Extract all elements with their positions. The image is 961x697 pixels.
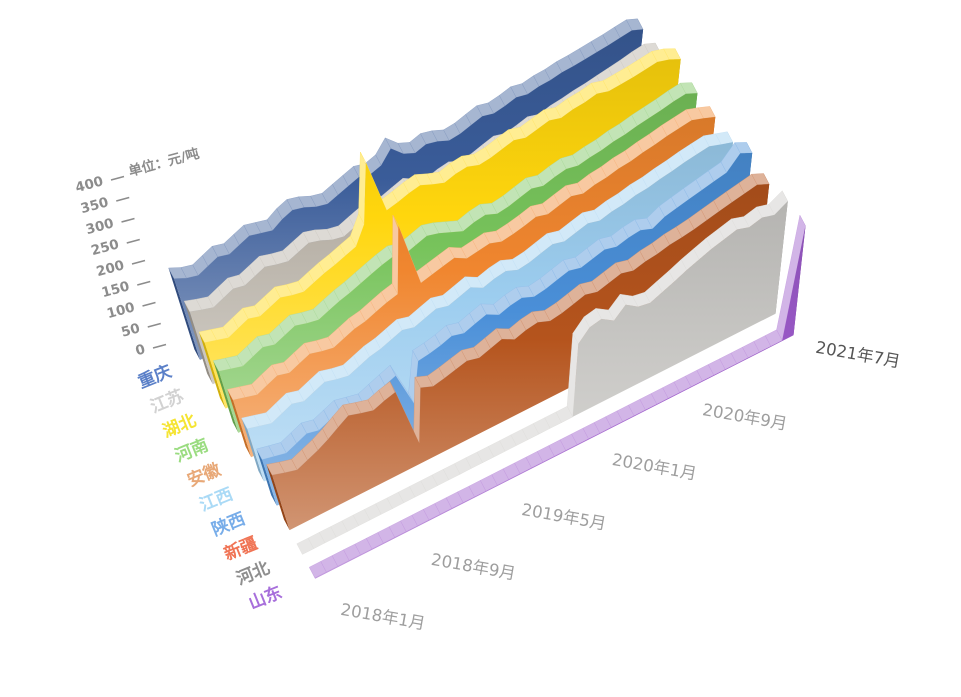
series-label-重庆[interactable]: 重庆 xyxy=(135,361,174,393)
y-axis-tick-mark xyxy=(152,343,167,349)
y-axis-tick-250: 250 xyxy=(89,236,120,259)
ridge-left-face xyxy=(241,418,264,482)
ridge-left-face xyxy=(266,464,290,531)
x-axis-label-5: 2021年7月 xyxy=(814,338,902,372)
y-axis-tick-0: 0 xyxy=(134,341,147,359)
series-label-江苏[interactable]: 江苏 xyxy=(147,385,186,417)
series-label-河北[interactable]: 河北 xyxy=(234,558,273,589)
y-axis-tick-mark xyxy=(131,259,146,265)
y-axis-tick-mark xyxy=(142,301,156,307)
ridge-left-face xyxy=(184,301,213,385)
y-axis-tick-mark xyxy=(126,238,140,244)
y-axis-tick-mark xyxy=(147,322,161,328)
y-axis-tick-150: 150 xyxy=(100,278,131,301)
y-axis-tick-400: 400 xyxy=(74,173,105,196)
series-label-安徽[interactable]: 安徽 xyxy=(184,459,224,492)
series-label-江西[interactable]: 江西 xyxy=(197,484,236,515)
x-axis-label-3: 2020年1月 xyxy=(611,450,699,484)
series-label-湖北[interactable]: 湖北 xyxy=(160,411,199,442)
y-axis-tick-mark xyxy=(116,196,130,202)
series-label-山东[interactable]: 山东 xyxy=(246,582,285,614)
series-label-新疆[interactable]: 新疆 xyxy=(221,533,260,565)
ridge-front-face-新疆[interactable] xyxy=(272,184,770,531)
ridge-series-8 xyxy=(296,190,789,555)
ridge-left-face xyxy=(168,268,200,360)
ridge-series-9 xyxy=(309,214,806,579)
x-axis-label-4: 2020年9月 xyxy=(701,400,789,434)
y-axis-tick-300: 300 xyxy=(84,215,115,238)
x-axis-label-0: 2018年1月 xyxy=(339,600,427,634)
ridge-left-face xyxy=(213,360,239,433)
series-label-陕西[interactable]: 陕西 xyxy=(209,508,248,540)
ridge-left-face xyxy=(227,389,252,458)
series-label-河南[interactable]: 河南 xyxy=(172,434,211,466)
x-axis-label-2: 2019年5月 xyxy=(520,500,608,534)
ridge-left-face xyxy=(199,332,226,409)
y-axis-tick-350: 350 xyxy=(79,194,110,217)
y-axis-tick-100: 100 xyxy=(105,299,136,322)
x-axis-label-1: 2018年9月 xyxy=(430,550,518,584)
y-axis-unit-label: 单位：元/吨 xyxy=(127,145,202,180)
y-axis-tick-mark xyxy=(137,280,151,286)
ridge-left-face xyxy=(256,449,277,506)
y-axis-tick-mark xyxy=(121,217,135,223)
y-axis-tick-50: 50 xyxy=(119,320,141,340)
y-axis-tick-200: 200 xyxy=(95,257,126,280)
y-axis-tick-mark xyxy=(110,175,125,181)
ridge-front-face-河北[interactable] xyxy=(302,201,788,555)
